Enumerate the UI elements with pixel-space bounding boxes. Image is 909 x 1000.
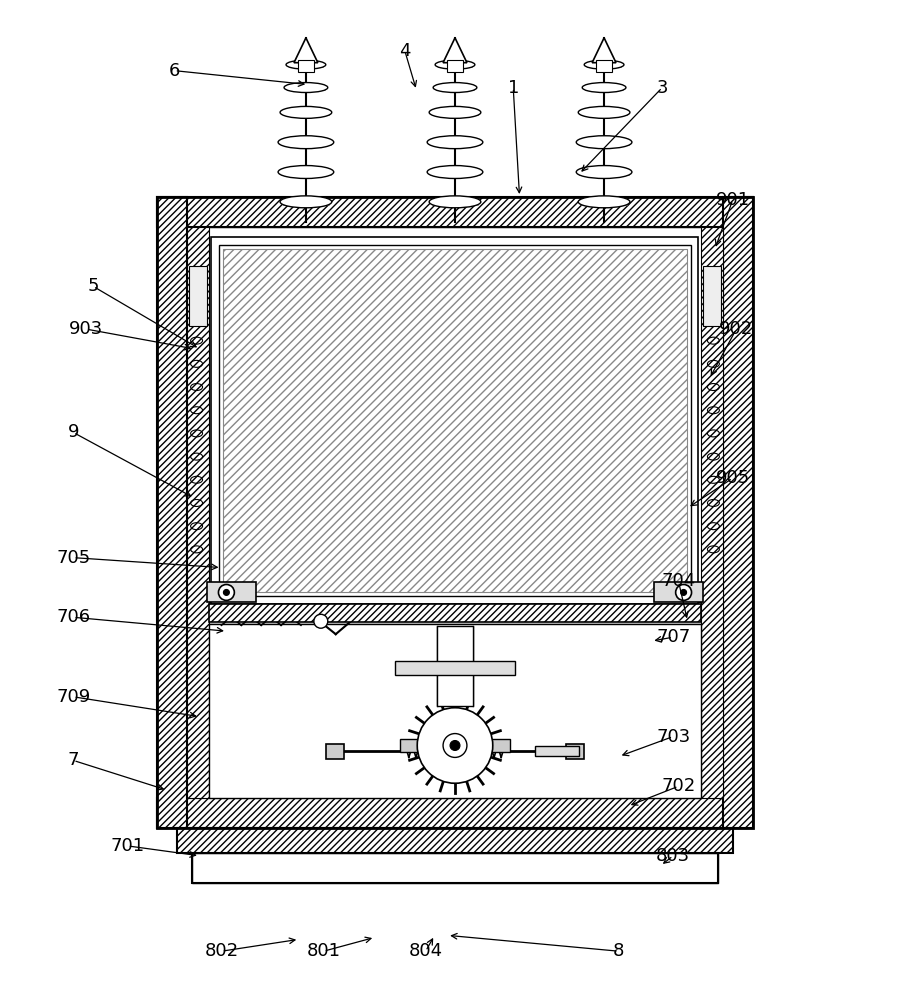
Text: 4: 4	[399, 42, 411, 60]
Bar	[224, 249, 686, 592]
Circle shape	[417, 708, 493, 783]
Ellipse shape	[278, 166, 334, 178]
Text: 901: 901	[715, 191, 750, 209]
Text: 8: 8	[614, 942, 624, 960]
Text: 705: 705	[56, 549, 90, 567]
Text: 903: 903	[69, 320, 103, 338]
Bar	[186, 227, 724, 798]
Ellipse shape	[435, 60, 474, 69]
Bar	[325, 744, 344, 759]
Text: 5: 5	[87, 277, 99, 295]
Ellipse shape	[578, 196, 630, 208]
Circle shape	[218, 584, 235, 600]
Text: 703: 703	[656, 728, 690, 746]
Text: 709: 709	[56, 688, 90, 706]
Circle shape	[681, 589, 686, 595]
Bar	[298, 60, 314, 72]
Bar	[208, 604, 702, 622]
Text: 802: 802	[205, 942, 238, 960]
Text: 704: 704	[662, 572, 695, 590]
Bar	[724, 197, 754, 828]
Ellipse shape	[433, 83, 477, 93]
Ellipse shape	[278, 136, 334, 149]
Ellipse shape	[427, 136, 483, 149]
Ellipse shape	[284, 83, 328, 93]
Bar	[596, 60, 612, 72]
Ellipse shape	[578, 106, 630, 118]
Circle shape	[314, 614, 328, 628]
Text: 6: 6	[169, 62, 180, 80]
Bar	[566, 744, 584, 759]
Text: 701: 701	[110, 837, 145, 855]
Text: 801: 801	[306, 942, 341, 960]
Ellipse shape	[429, 196, 481, 208]
Ellipse shape	[427, 166, 483, 178]
Polygon shape	[592, 38, 616, 63]
Bar	[447, 60, 463, 72]
Bar	[534, 746, 579, 756]
Ellipse shape	[286, 60, 325, 69]
Bar	[206, 582, 256, 602]
Ellipse shape	[583, 83, 626, 93]
Ellipse shape	[584, 60, 624, 69]
Ellipse shape	[429, 106, 481, 118]
Bar	[400, 739, 510, 752]
Text: 905: 905	[715, 469, 750, 487]
Text: 707: 707	[656, 628, 690, 646]
Bar	[176, 828, 734, 853]
Ellipse shape	[576, 136, 632, 149]
Ellipse shape	[280, 196, 332, 208]
Bar	[192, 853, 718, 883]
Text: 804: 804	[408, 942, 443, 960]
Bar	[157, 197, 186, 828]
Ellipse shape	[280, 106, 332, 118]
Circle shape	[675, 584, 692, 600]
Bar	[437, 626, 473, 706]
Text: 9: 9	[67, 423, 79, 441]
Polygon shape	[294, 38, 318, 63]
Circle shape	[450, 741, 460, 750]
Ellipse shape	[576, 166, 632, 178]
Bar	[212, 237, 698, 604]
Bar	[219, 245, 691, 596]
Bar	[395, 661, 514, 675]
Bar	[157, 197, 754, 227]
Text: 3: 3	[656, 79, 668, 97]
Bar	[704, 266, 722, 326]
Bar	[702, 227, 724, 798]
Bar	[157, 197, 754, 828]
Text: 902: 902	[719, 320, 754, 338]
Polygon shape	[443, 38, 467, 63]
Text: 7: 7	[67, 751, 79, 769]
Bar	[157, 798, 754, 828]
Text: 706: 706	[56, 608, 90, 626]
Bar	[192, 853, 718, 883]
Bar	[189, 266, 206, 326]
Text: 702: 702	[662, 777, 695, 795]
Circle shape	[443, 734, 467, 757]
Bar	[186, 227, 208, 798]
Text: 803: 803	[656, 847, 690, 865]
Circle shape	[224, 589, 229, 595]
Bar	[654, 582, 704, 602]
Text: 1: 1	[507, 79, 519, 97]
Bar	[208, 624, 702, 798]
